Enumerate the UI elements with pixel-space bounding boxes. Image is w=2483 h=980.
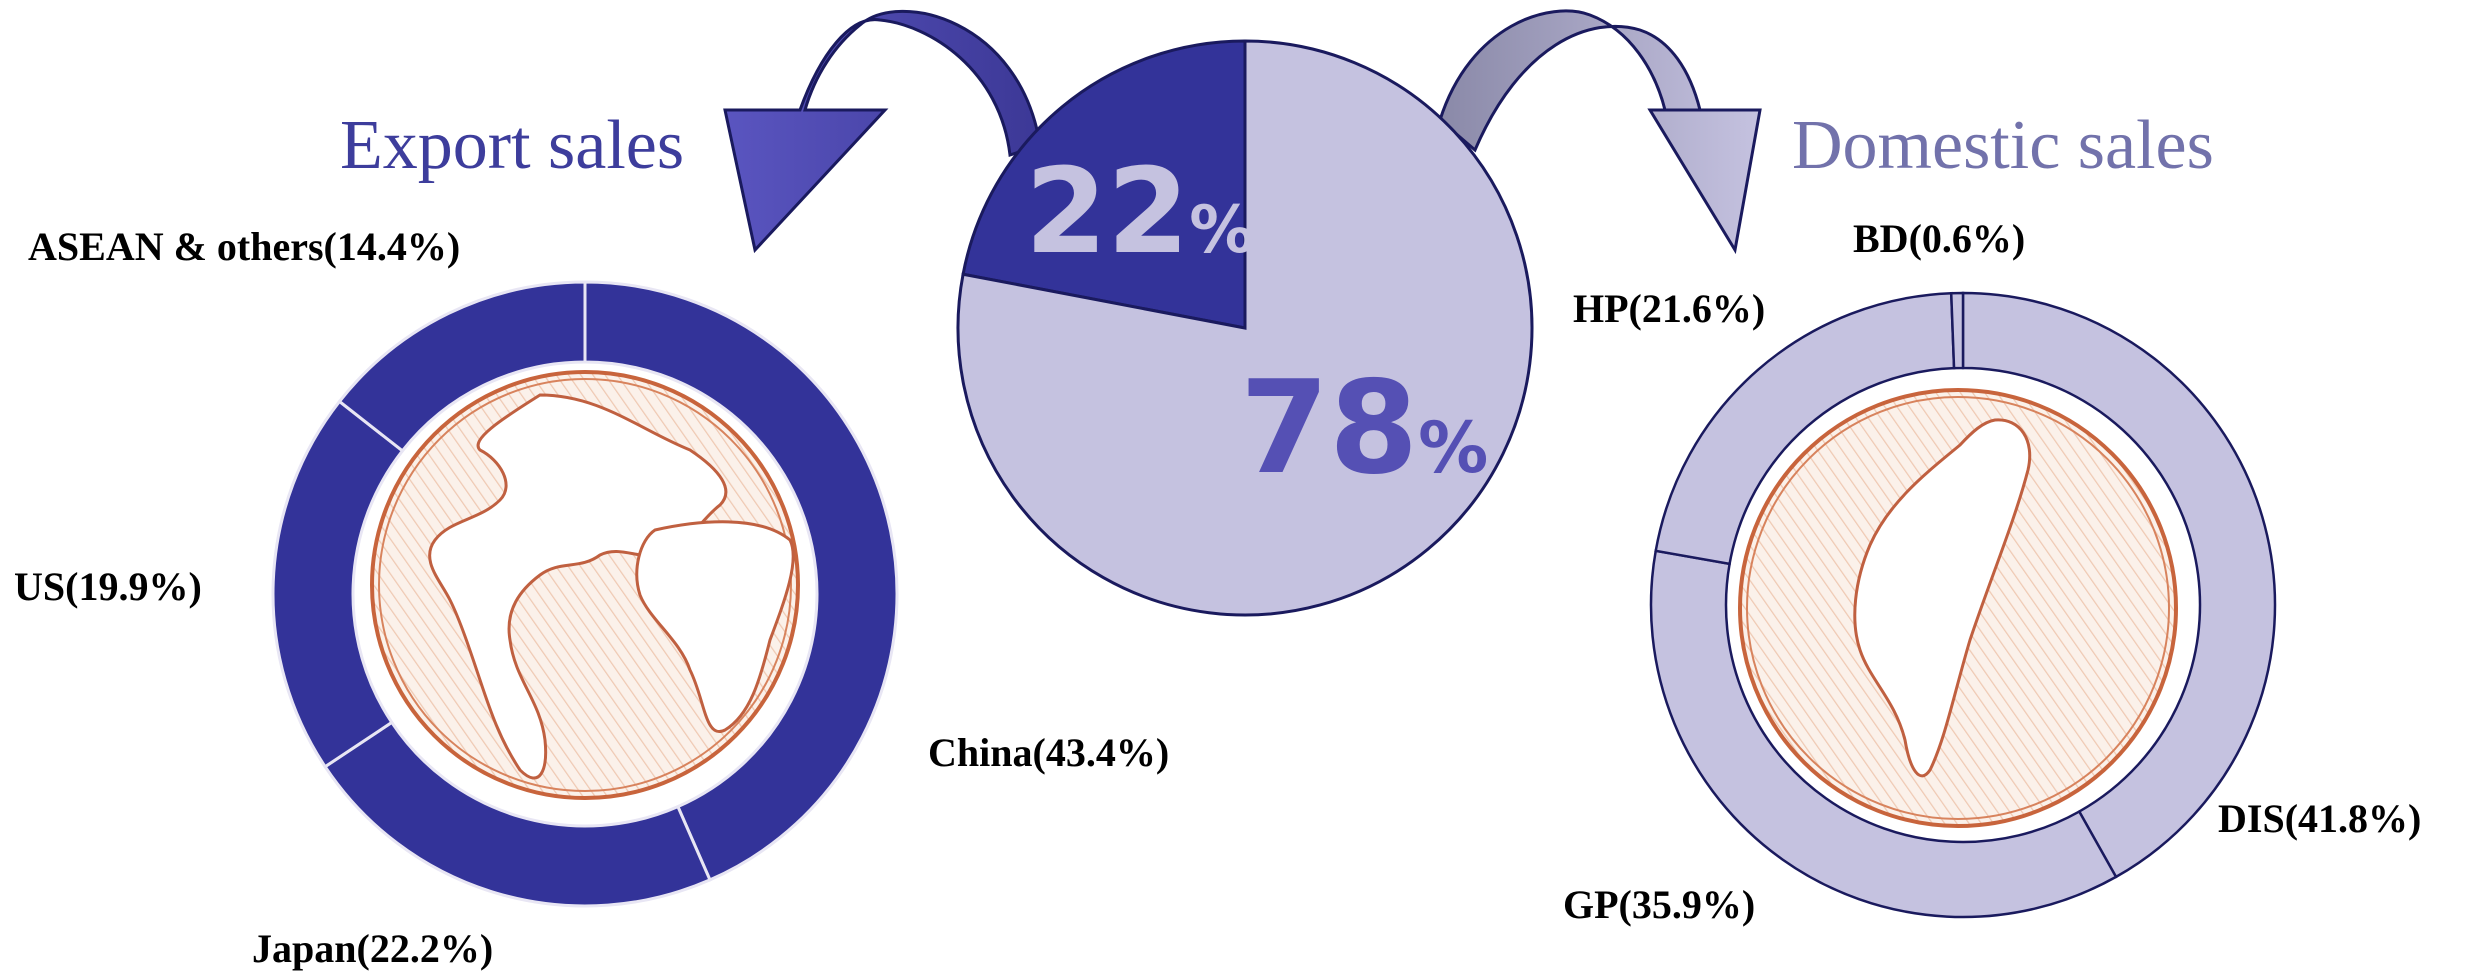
domestic-segment-1 [1649, 549, 2118, 919]
label-china: China(43.4%) [928, 730, 1169, 775]
export-share-label: 22% [1025, 142, 1254, 280]
label-gp: GP(35.9%) [1563, 882, 1755, 927]
export-segment-0 [583, 280, 899, 882]
domestic-segment-0 [1961, 291, 2277, 879]
export-domestic-pie [956, 39, 1534, 617]
label-asean-others: ASEAN & others(14.4%) [28, 224, 460, 269]
domestic-sales-heading: Domestic sales [1792, 107, 2214, 184]
label-hp: HP(21.6%) [1573, 286, 1765, 331]
curved-arrow-right-icon [1438, 9, 1762, 255]
pie-slice-domestic [956, 39, 1534, 617]
export-breakdown-donut [271, 280, 899, 908]
domestic-segment-3 [1949, 291, 1965, 370]
domestic-breakdown-donut [1649, 291, 2277, 919]
label-us: US(19.9%) [14, 564, 202, 609]
pie-slice-export [961, 39, 1247, 330]
taiwan-map-sketch-icon [1738, 388, 2178, 828]
domestic-share-label: 78% [1240, 354, 1488, 503]
export-sales-heading: Export sales [340, 107, 684, 184]
label-bd: BD(0.6%) [1853, 216, 2025, 261]
label-japan: Japan(22.2%) [252, 926, 493, 971]
curved-arrow-left-icon [723, 10, 1042, 254]
label-dis: DIS(41.8%) [2218, 796, 2421, 841]
export-segment-3 [337, 280, 587, 453]
globe-sketch-icon [370, 370, 800, 800]
